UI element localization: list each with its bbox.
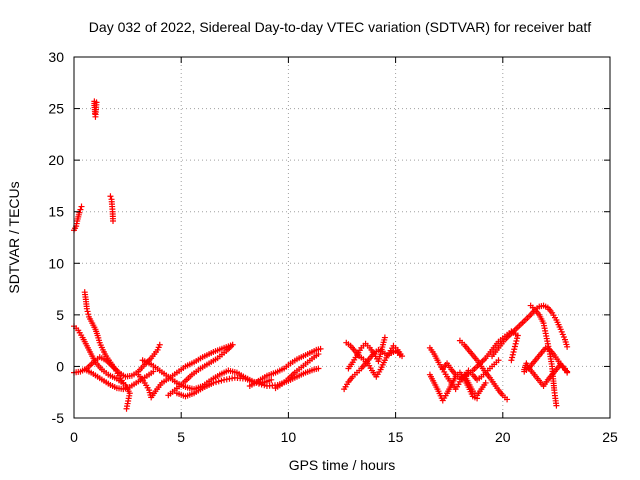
x-tick-label: 25 (602, 429, 618, 445)
data-point (553, 402, 560, 409)
data-point (399, 353, 406, 360)
data-point (77, 206, 84, 213)
data-point (120, 379, 127, 386)
data-point (210, 379, 217, 386)
data-point (258, 381, 265, 388)
y-tick-label: 30 (48, 49, 64, 65)
x-tick-label: 0 (70, 429, 78, 445)
y-tick-label: 25 (48, 101, 64, 117)
data-point (165, 392, 172, 399)
x-axis-title: GPS time / hours (289, 457, 396, 473)
x-tick-label: 10 (281, 429, 297, 445)
y-tick-label: 0 (56, 358, 64, 374)
data-point (315, 351, 322, 358)
data-point (110, 217, 117, 224)
data-point (474, 395, 481, 402)
data-point (495, 357, 502, 364)
data-point (78, 203, 85, 210)
axis-ticks: 0 5 10 15 20 25 -5 0 5 10 15 20 25 30 (48, 49, 618, 445)
y-tick-label: -5 (52, 410, 65, 426)
data-point (215, 378, 222, 385)
data-point (512, 340, 519, 347)
data-point (85, 311, 92, 318)
data-point (213, 379, 220, 386)
x-tick-label: 15 (388, 429, 404, 445)
data-point (261, 382, 268, 389)
data-point (564, 369, 571, 376)
chart-title: Day 032 of 2022, Sidereal Day-to-day VTE… (89, 19, 592, 35)
data-point (93, 99, 100, 106)
data-point (514, 335, 521, 342)
x-tick-label: 20 (495, 429, 511, 445)
data-point (513, 337, 520, 344)
plot-frame (73, 56, 611, 419)
data-point (107, 193, 114, 200)
data-point (76, 209, 83, 216)
data-point (123, 405, 130, 412)
data-point (564, 343, 571, 350)
data-point (511, 346, 518, 353)
data-point (150, 368, 157, 375)
data-point (84, 308, 91, 315)
data-point (509, 354, 516, 361)
data-point (83, 305, 90, 312)
data-point (509, 351, 516, 358)
data-point (381, 334, 388, 341)
grid-lines (74, 57, 610, 418)
data-point (315, 365, 322, 372)
data-point (508, 357, 515, 364)
data-point (482, 379, 489, 386)
data-point (504, 396, 511, 403)
data-point (510, 348, 517, 355)
data-points (71, 98, 571, 412)
data-point (317, 345, 324, 352)
y-axis-title: SDTVAR / TECUs (6, 181, 22, 293)
y-tick-label: 15 (48, 204, 64, 220)
data-point (511, 343, 518, 350)
data-point (156, 341, 163, 348)
y-tick-label: 20 (48, 152, 64, 168)
data-point (514, 332, 521, 339)
y-tick-label: 5 (56, 307, 64, 323)
x-tick-label: 5 (177, 429, 185, 445)
data-point (218, 377, 225, 384)
data-point (268, 376, 275, 383)
y-tick-label: 10 (48, 255, 64, 271)
